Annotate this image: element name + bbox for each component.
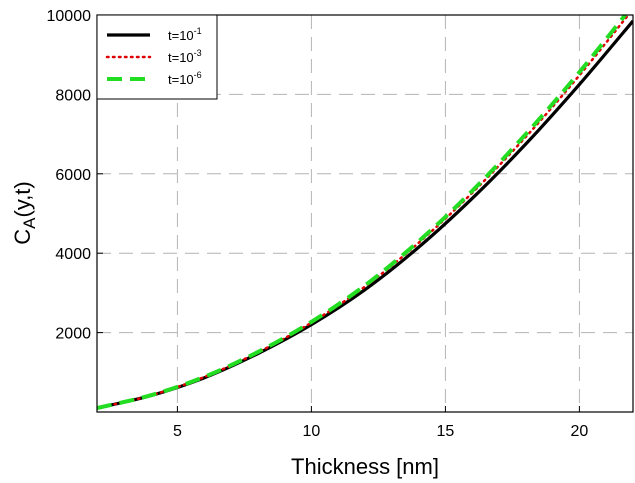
y-tick-label: 2000 — [55, 326, 91, 343]
legend-label-1: t=10-3 — [168, 48, 202, 65]
y-tick-label: 4000 — [55, 246, 91, 263]
plot-frame — [96, 14, 634, 413]
y-axis-label: CA(y,t) — [10, 181, 39, 244]
y-tick-label: 10000 — [47, 8, 92, 25]
series-lines — [97, 15, 633, 410]
legend-label-0: t=10-1 — [168, 26, 202, 43]
legend: t=10-1 t=10-3 t=10-6 — [96, 14, 218, 100]
legend-box — [96, 14, 218, 100]
x-tick-label: 5 — [173, 423, 182, 440]
series-line-2 — [97, 15, 628, 410]
ticks: 5 10 15 20 2000 4000 6000 8000 10000 — [47, 8, 589, 440]
x-tick-label: 10 — [303, 423, 321, 440]
y-tick-label: 8000 — [55, 87, 91, 104]
y-tick-label: 6000 — [55, 167, 91, 184]
x-axis-label: Thickness [nm] — [291, 454, 439, 479]
x-tick-label: 15 — [437, 423, 455, 440]
legend-label-2: t=10-6 — [168, 70, 202, 87]
x-tick-label: 20 — [571, 423, 589, 440]
